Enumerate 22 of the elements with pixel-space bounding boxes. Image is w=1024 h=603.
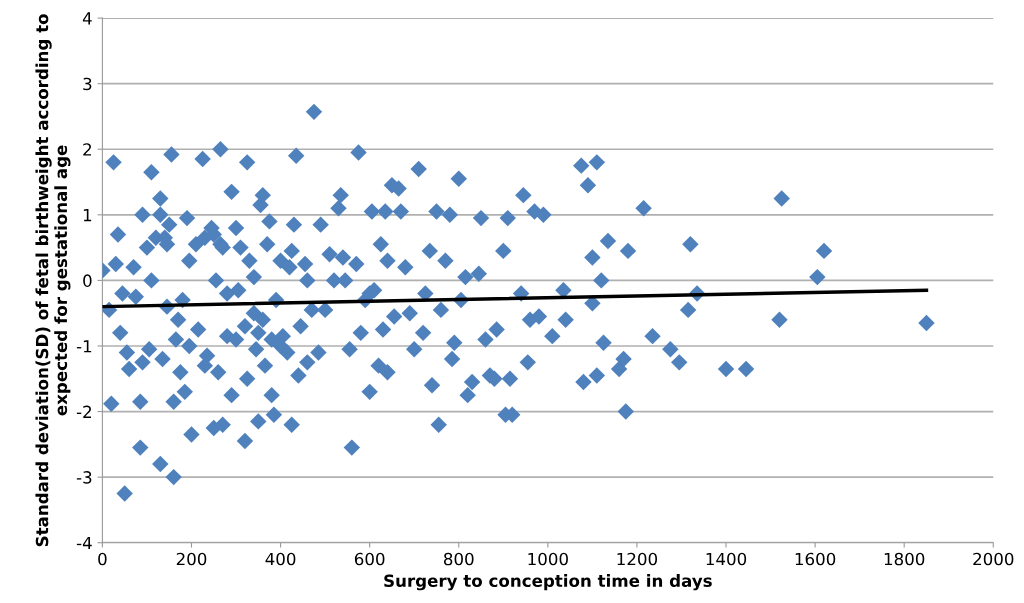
x-tick-label: 1400	[706, 552, 747, 566]
x-tick-label: 1200	[617, 552, 658, 566]
x-tick-label: 0	[98, 552, 107, 566]
x-axis-title: Surgery to conception time in days	[384, 574, 712, 591]
y-tick-label: 1	[83, 209, 92, 222]
x-tick-label: 400	[265, 552, 296, 566]
x-tick-label: 1000	[528, 552, 568, 566]
x-tick-label: 800	[443, 552, 474, 566]
y-tick-label: 4	[82, 12, 92, 25]
x-tick-label: 1800	[884, 552, 925, 566]
x-tick-label: 2000	[973, 552, 1014, 566]
y-tick-label: 2	[83, 143, 92, 156]
y-tick-label: 0	[83, 274, 92, 287]
x-tick-label: 1600	[795, 552, 836, 566]
y-tick-label: -2	[76, 405, 92, 418]
y-axis-title: Standard deviation(SD) of fetal birthweight according to expected for gestational age	[35, 14, 71, 547]
y-tick-label: -3	[76, 471, 92, 484]
x-tick-label: 600	[354, 552, 385, 566]
y-tick-label: -1	[76, 340, 92, 353]
x-tick-label: 200	[176, 552, 207, 566]
y-tick-label: 3	[83, 77, 92, 91]
y-tick-label: -4	[76, 536, 92, 550]
